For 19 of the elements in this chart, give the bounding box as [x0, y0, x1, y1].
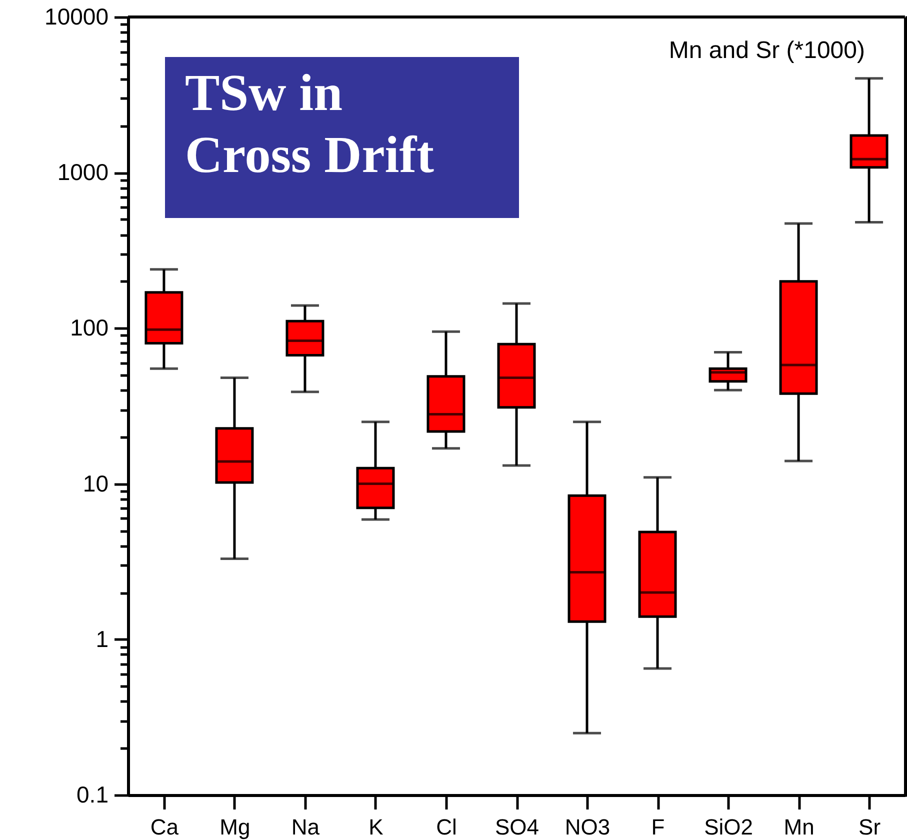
- y-tick-label: 1000: [57, 159, 108, 186]
- x-tick-label: Mn: [784, 814, 814, 840]
- y-tick-label: 10: [82, 470, 108, 496]
- y-tick-label: 100: [70, 314, 108, 341]
- y-tick-label: 0.1: [76, 782, 108, 808]
- y-tick-label: 1: [96, 626, 108, 652]
- x-tick-label: Na: [291, 814, 320, 840]
- x-tick-label: Cl: [436, 814, 457, 840]
- x-tick-label: Ca: [150, 814, 180, 840]
- y-tick-label: 10000: [44, 4, 108, 30]
- x-tick-label: Sr: [858, 814, 881, 840]
- x-tick-label: NO3: [564, 814, 610, 840]
- x-tick-label: K: [368, 814, 384, 840]
- x-tick-label: SiO2: [704, 814, 753, 840]
- annotation: TSw in Cross Drift: [185, 65, 435, 184]
- annotation: Mn and Sr (*1000): [668, 37, 865, 64]
- x-tick-label: Mg: [220, 814, 250, 840]
- x-tick-label: F: [651, 814, 665, 840]
- x-tick-label: SO4: [494, 814, 540, 840]
